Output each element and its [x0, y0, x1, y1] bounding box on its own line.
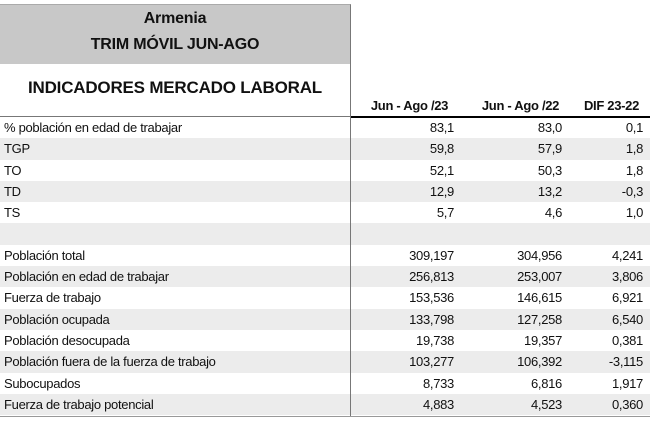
cell-previous: 304,956	[517, 247, 562, 263]
region-title: Armenia	[143, 10, 207, 27]
cell-difference: 6,540	[611, 311, 643, 327]
cell-current: 133,798	[409, 311, 454, 327]
table-subtitle: INDICADORES MERCADO LABORAL	[28, 78, 322, 97]
column-header-difference: DIF 23-22	[573, 95, 650, 118]
subtitle-box: INDICADORES MERCADO LABORAL	[0, 64, 351, 117]
cell-current: 5,7	[436, 205, 454, 221]
cell-previous: 253,007	[517, 269, 562, 285]
row-label: TS	[4, 205, 21, 221]
row-label: Fuerza de trabajo potencial	[4, 396, 154, 412]
table-row: TS 5,7 4,6 1,0	[0, 202, 650, 223]
table-row: Fuerza de trabajo 153,536 146,615 6,921	[0, 287, 650, 308]
table-row: Población fuera de la fuerza de trabajo 1…	[0, 351, 650, 373]
table-row: Fuerza de trabajo potencial 4,883 4,523 0,3…	[0, 393, 650, 416]
cell-difference: 4,241	[611, 247, 643, 263]
table-row: Población en edad de trabajar 256,813 253,…	[0, 266, 650, 288]
table-row	[0, 223, 650, 245]
row-label: Subocupados	[4, 375, 81, 391]
cell-previous: 13,2	[537, 183, 562, 199]
row-label: Población en edad de trabajar	[4, 269, 169, 285]
cell-previous: 57,9	[537, 141, 562, 157]
title-header: Armenia TRIM MÓVIL JUN-AGO	[0, 4, 351, 65]
row-label: Población desocupada	[4, 332, 130, 348]
cell-difference: 1,8	[625, 141, 643, 157]
cell-difference: 6,921	[611, 290, 643, 306]
row-label: Población ocupada	[4, 311, 110, 327]
cell-previous: 4,6	[544, 205, 562, 221]
column-header-current: Jun - Ago /23	[351, 95, 468, 118]
cell-current: 83,1	[429, 120, 454, 135]
cell-difference: 0,381	[611, 332, 643, 348]
cell-current: 309,197	[409, 247, 454, 263]
cell-current: 4,883	[422, 396, 454, 412]
cell-difference: 1,0	[625, 205, 643, 221]
table-row: Población desocupada 19,738 19,357 0,381	[0, 330, 650, 351]
cell-previous: 4,523	[530, 396, 562, 412]
table-row: Población total 309,197 304,956 4,241	[0, 245, 650, 266]
column-divider	[350, 116, 351, 417]
cell-difference: 0,360	[611, 396, 643, 412]
cell-current: 256,813	[409, 269, 454, 285]
cell-previous: 127,258	[517, 311, 562, 327]
table-row: % población en edad de trabajar 83,1 83,0 0…	[0, 117, 650, 138]
cell-current: 12,9	[429, 183, 454, 199]
cell-current: 153,536	[409, 290, 454, 306]
table-bottom-border	[0, 416, 650, 417]
cell-current: 8,733	[422, 375, 454, 391]
cell-current: 19,738	[416, 332, 454, 348]
table-row: TO 52,1 50,3 1,8	[0, 160, 650, 181]
cell-previous: 6,816	[530, 375, 562, 391]
period-title: TRIM MÓVIL JUN-AGO	[90, 36, 260, 53]
cell-previous: 19,357	[524, 332, 562, 348]
table-row: TGP 59,8 57,9 1,8	[0, 138, 650, 160]
cell-current: 59,8	[429, 141, 454, 157]
row-label: Población total	[4, 247, 85, 263]
row-label: TD	[4, 183, 21, 199]
cell-previous: 106,392	[517, 354, 562, 370]
cell-difference: 0,1	[625, 120, 643, 135]
cell-current: 103,277	[409, 354, 454, 370]
table-row: TD 12,9 13,2 -0,3	[0, 180, 650, 203]
cell-difference: -0,3	[621, 183, 644, 199]
cell-difference: -3,115	[608, 354, 643, 370]
cell-previous: 83,0	[537, 120, 562, 135]
cell-difference: 3,806	[611, 269, 643, 285]
cell-current: 52,1	[429, 162, 454, 178]
row-label: Fuerza de trabajo	[4, 290, 101, 306]
table-row: Subocupados 8,733 6,816 1,917	[0, 373, 650, 394]
cell-difference: 1,8	[625, 162, 643, 178]
column-header-previous: Jun - Ago /22	[468, 95, 573, 118]
row-label: TO	[4, 162, 22, 178]
row-label: % población en edad de trabajar	[4, 120, 182, 135]
table-body: % población en edad de trabajar 83,1 83,0 0…	[0, 117, 650, 416]
cell-difference: 1,917	[611, 375, 643, 391]
cell-previous: 146,615	[517, 290, 562, 306]
row-label: TGP	[4, 141, 30, 157]
row-label: Población fuera de la fuerza de trabajo	[4, 354, 216, 370]
cell-previous: 50,3	[537, 162, 562, 178]
table-row: Población ocupada 133,798 127,258 6,540	[0, 308, 650, 330]
